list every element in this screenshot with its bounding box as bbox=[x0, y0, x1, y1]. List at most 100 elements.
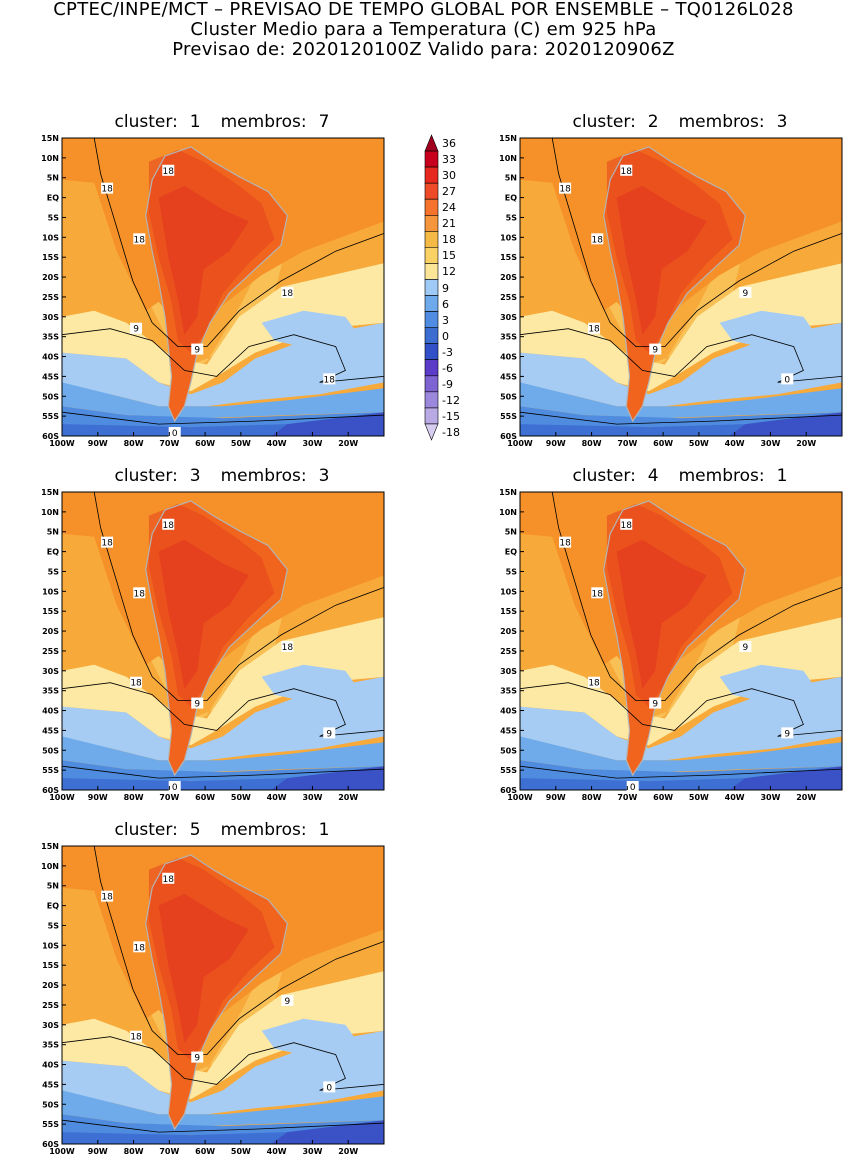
contour-label: 9 bbox=[133, 325, 139, 335]
lat-tick-label: 40S bbox=[42, 707, 59, 716]
contour-label-box bbox=[168, 781, 181, 793]
lat-tick-label: 10S bbox=[42, 233, 59, 242]
colorbar-tick-label: 33 bbox=[442, 153, 456, 167]
lon-tick-label: 60W bbox=[195, 1147, 215, 1156]
map-panel-5: 18 18 18 9 18 9 0 15N 10N 5N EQ 5S 10S 15S 20S 25S 30S 35… bbox=[41, 842, 385, 1156]
contour-label-box bbox=[649, 343, 662, 355]
lon-tick-label: 60W bbox=[653, 439, 673, 448]
lon-tick-label: 100W bbox=[49, 793, 75, 802]
lon-tick-label: 50W bbox=[231, 439, 251, 448]
contour-label-box bbox=[620, 518, 633, 530]
map-panel-4: 18 18 18 9 18 9 9 0 15N 10N 5N EQ 5S 10S 15S 20S 25S 30S 3… bbox=[499, 488, 843, 802]
lon-tick-label: 100W bbox=[49, 1147, 75, 1156]
lon-tick-label: 80W bbox=[124, 1147, 144, 1156]
contour-label: 18 bbox=[559, 539, 571, 549]
lon-tick-label: 60W bbox=[653, 793, 673, 802]
lon-tick-label: 70W bbox=[159, 1147, 179, 1156]
map-panel-3: 18 18 18 18 18 9 9 0 15N 10N 5N EQ 5S 10S 15S 20S 25S 30S… bbox=[41, 488, 385, 802]
colorbar-swatch bbox=[424, 247, 439, 264]
colorbar-tick-label: 18 bbox=[442, 233, 456, 247]
lat-tick-label: 60S bbox=[500, 432, 517, 441]
lat-tick-label: 60S bbox=[42, 432, 59, 441]
panel-5-title: cluster: 5 membros: 1 bbox=[114, 820, 330, 840]
colorbar-tick-label: 3 bbox=[442, 313, 449, 327]
colorbar-tick-label: 6 bbox=[442, 297, 449, 311]
contour-label-box bbox=[781, 373, 794, 385]
contour-label: 0 bbox=[630, 783, 636, 793]
lon-tick-label: 40W bbox=[267, 1147, 287, 1156]
lat-tick-label: 45S bbox=[42, 372, 59, 381]
lat-tick-label: 55S bbox=[42, 766, 59, 775]
lat-tick-label: 5N bbox=[47, 882, 59, 891]
lat-tick-label: 50S bbox=[42, 1100, 59, 1109]
contour-label-box bbox=[739, 640, 752, 652]
lon-tick-label: 80W bbox=[124, 439, 144, 448]
lon-tick-label: 40W bbox=[725, 793, 745, 802]
colorbar-swatch bbox=[424, 150, 439, 168]
lat-tick-label: 40S bbox=[500, 353, 517, 362]
contour-label-box bbox=[588, 676, 601, 688]
contour-label: 18 bbox=[163, 167, 175, 177]
lon-tick-label: 30W bbox=[302, 439, 322, 448]
colorbar-swatch bbox=[424, 279, 439, 296]
lat-tick-label: 25S bbox=[500, 647, 517, 656]
lon-tick-label: 90W bbox=[546, 793, 566, 802]
colorbar-tick-label: 27 bbox=[442, 185, 456, 199]
lat-tick-label: EQ bbox=[505, 194, 517, 203]
contour-label: 18 bbox=[592, 235, 604, 245]
contour-label-box bbox=[281, 640, 294, 652]
lat-tick-label: 15S bbox=[42, 253, 59, 262]
lat-tick-label: 35S bbox=[42, 333, 59, 342]
contour-label: 9 bbox=[194, 700, 200, 710]
colorbar-swatch bbox=[424, 214, 439, 232]
figure-header: CPTEC/INPE/MCT – PREVISAO DE TEMPO GLOBA… bbox=[0, 0, 847, 60]
contour-label: 18 bbox=[282, 643, 294, 653]
lat-tick-label: 10S bbox=[42, 587, 59, 596]
contour-label-box bbox=[649, 697, 662, 709]
contour-label-box bbox=[323, 1081, 336, 1093]
colorbar-swatch bbox=[424, 182, 439, 200]
colorbar-swatch bbox=[424, 375, 439, 393]
contour-label: 9 bbox=[285, 997, 291, 1007]
colorbar-tick-label: 0 bbox=[442, 329, 449, 343]
colorbar bbox=[424, 134, 439, 441]
contour-label-box bbox=[133, 233, 146, 245]
colorbar-swatch bbox=[424, 198, 439, 216]
panel-4-title: cluster: 4 membros: 1 bbox=[572, 466, 788, 486]
contour-label: 18 bbox=[130, 1033, 142, 1043]
lon-tick-label: 20W bbox=[796, 439, 816, 448]
contour-label-box bbox=[591, 233, 604, 245]
lat-tick-label: 5S bbox=[48, 567, 60, 576]
contour-label-box bbox=[130, 322, 143, 334]
header-line-2: Cluster Medio para a Temperatura (C) em … bbox=[190, 19, 657, 40]
colorbar-tick-label: -15 bbox=[442, 409, 460, 423]
lat-tick-label: 25S bbox=[500, 293, 517, 302]
lat-tick-label: 15S bbox=[42, 607, 59, 616]
contour-label: 18 bbox=[163, 875, 175, 885]
lat-tick-label: 50S bbox=[42, 746, 59, 755]
lat-tick-label: 40S bbox=[500, 707, 517, 716]
colorbar-swatch bbox=[424, 166, 439, 184]
contour-label-box bbox=[101, 890, 114, 902]
colorbar-tick-label: 9 bbox=[442, 281, 449, 295]
contour-label-box bbox=[559, 536, 572, 548]
contour-label: 18 bbox=[134, 235, 146, 245]
contour-label-box bbox=[162, 518, 175, 530]
lat-tick-label: 5N bbox=[505, 528, 517, 537]
contour-label: 18 bbox=[621, 521, 633, 531]
lon-tick-label: 30W bbox=[302, 1147, 322, 1156]
lon-tick-label: 50W bbox=[689, 793, 709, 802]
contour-label-box bbox=[162, 164, 175, 176]
lat-tick-label: EQ bbox=[505, 548, 517, 557]
lat-tick-label: 5S bbox=[48, 213, 60, 222]
contour-label-box bbox=[559, 182, 572, 194]
contour-label: 18 bbox=[101, 539, 113, 549]
contour-label-box bbox=[281, 286, 294, 298]
lat-tick-label: 30S bbox=[500, 667, 517, 676]
colorbar-tick-label: -12 bbox=[442, 393, 460, 407]
lon-tick-label: 30W bbox=[760, 793, 780, 802]
lat-tick-label: 20S bbox=[500, 273, 517, 282]
contour-label: 9 bbox=[652, 346, 658, 356]
contour-label: 9 bbox=[194, 1054, 200, 1064]
